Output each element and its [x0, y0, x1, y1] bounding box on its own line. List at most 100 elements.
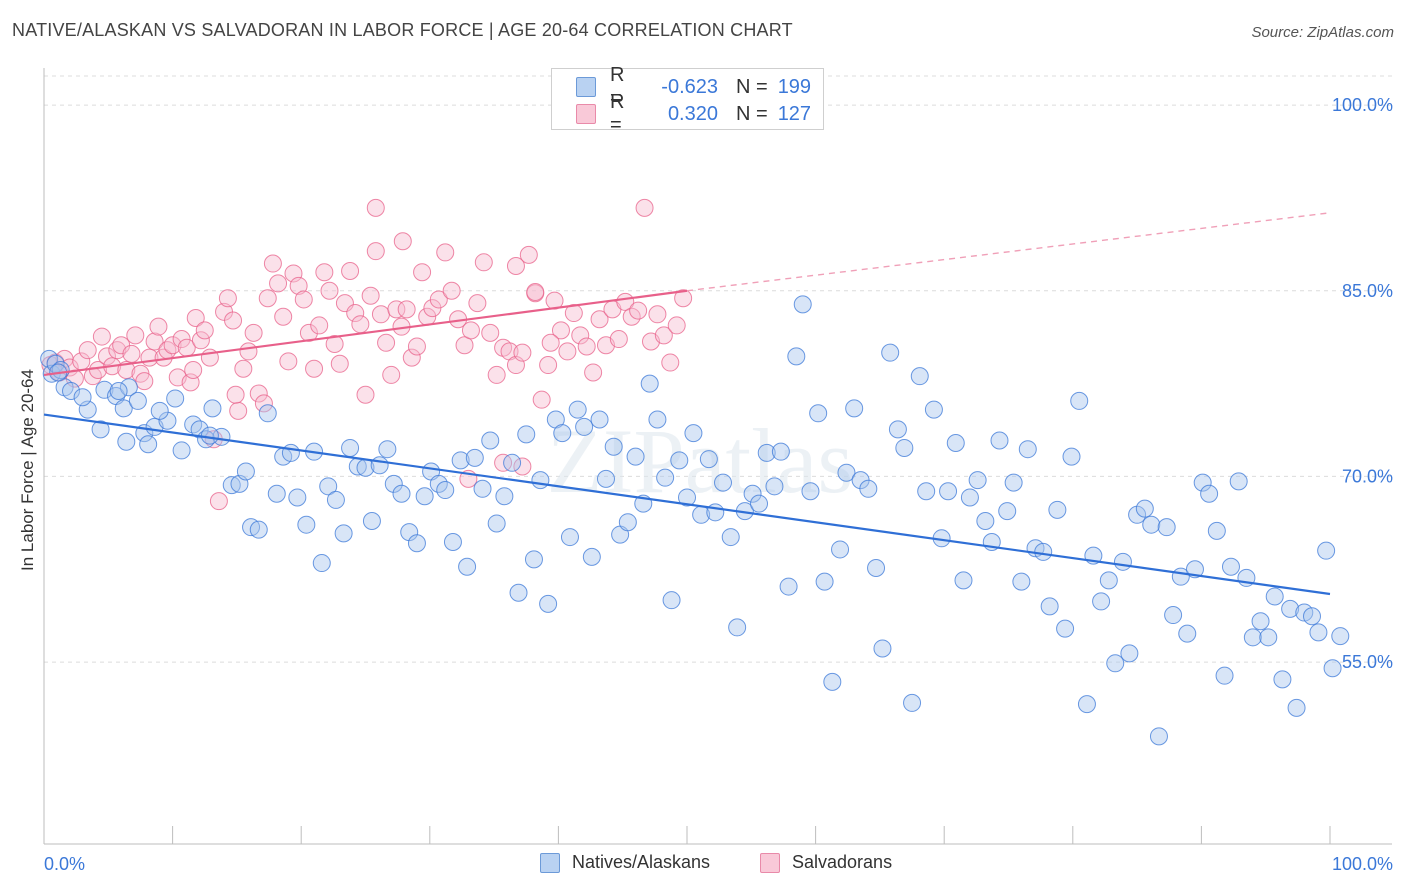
- natives-point: [1070, 391, 1089, 410]
- salvadorans-point: [455, 336, 474, 355]
- natives-point: [465, 448, 484, 467]
- salvadorans-point: [126, 326, 145, 345]
- salvadorans-point: [289, 276, 308, 295]
- natives-point: [582, 547, 601, 566]
- legend-label: Natives/Alaskans: [572, 852, 711, 872]
- natives-point: [203, 399, 222, 418]
- r-label: R =: [610, 91, 625, 136]
- natives-point: [1317, 541, 1336, 560]
- salvadorans-point: [341, 261, 360, 280]
- natives-point: [946, 434, 965, 453]
- stats-row-natives: R = -0.623 N = 199: [576, 64, 811, 109]
- natives-point: [370, 456, 389, 475]
- axes: [43, 68, 1392, 845]
- natives-point: [939, 482, 958, 501]
- natives-point: [258, 404, 277, 423]
- natives-point: [407, 534, 426, 553]
- natives-point: [1200, 484, 1219, 503]
- salvadorans-point: [249, 384, 268, 403]
- natives-point: [62, 382, 81, 401]
- salvadorans-point: [539, 356, 558, 375]
- natives-point: [1215, 666, 1234, 685]
- salvadorans-point: [635, 198, 654, 217]
- salvadorans-point: [294, 290, 313, 309]
- natives-point: [473, 479, 492, 498]
- series-legend: Natives/Alaskans Salvadorans: [0, 852, 1406, 876]
- salvadorans-point: [234, 359, 253, 378]
- natives-point: [859, 479, 878, 498]
- natives-point: [392, 484, 411, 503]
- natives-point: [670, 451, 689, 470]
- r-value: 0.320: [667, 102, 718, 125]
- natives-point: [236, 462, 255, 481]
- y-tick-label: 70.0%: [1342, 466, 1393, 486]
- salvadorans-point: [305, 359, 324, 378]
- natives-point: [831, 540, 850, 559]
- natives-point: [1331, 627, 1350, 646]
- n-label: N =: [736, 102, 768, 125]
- tick-labels: 55.0% 70.0% 85.0% 100.0% 0.0% 100.0%: [44, 95, 1393, 874]
- natives-point: [200, 426, 219, 445]
- salvadorans-point: [442, 281, 461, 300]
- natives-point: [590, 410, 609, 429]
- natives-point: [150, 401, 169, 420]
- natives-point: [517, 425, 536, 444]
- natives-point: [771, 442, 790, 461]
- salvadorans-point: [172, 330, 191, 349]
- n-label: N =: [736, 75, 768, 98]
- salvadorans-point: [590, 310, 609, 329]
- salvadorans-trend-extension: [686, 212, 1331, 292]
- natives-point: [684, 424, 703, 443]
- natives-point: [509, 583, 528, 602]
- natives-point: [1193, 473, 1212, 492]
- salvadorans-point: [145, 332, 164, 351]
- salvadorans-point: [315, 263, 334, 282]
- natives-point: [109, 382, 128, 401]
- salvadorans-point: [468, 294, 487, 313]
- salvadorans-point: [320, 281, 339, 300]
- natives-point: [458, 557, 477, 576]
- salvadorans-point: [551, 321, 570, 340]
- natives-point: [415, 487, 434, 506]
- y-axis-label: In Labor Force | Age 20-64: [18, 369, 37, 571]
- salvadorans-point: [325, 334, 344, 353]
- salvadorans-point: [274, 307, 293, 326]
- natives-point: [249, 520, 268, 539]
- natives-point: [976, 511, 995, 530]
- salvadorans-point: [541, 333, 560, 352]
- natives-point: [809, 404, 828, 423]
- natives-point: [1099, 571, 1118, 590]
- natives-point: [968, 471, 987, 490]
- natives-point: [815, 572, 834, 591]
- salvadorans-point: [351, 315, 370, 334]
- salvadorans-point: [377, 333, 396, 352]
- salvadorans-point: [661, 353, 680, 372]
- salvadorans-point: [258, 289, 277, 308]
- salvadorans-point: [487, 365, 506, 384]
- natives-point: [998, 502, 1017, 521]
- natives-point: [531, 471, 550, 490]
- natives-point: [158, 411, 177, 430]
- natives-point: [560, 528, 579, 547]
- salvadorans-point: [310, 316, 329, 335]
- salvadorans-point: [654, 326, 673, 345]
- legend-item-salvadorans[interactable]: Salvadorans: [760, 852, 892, 873]
- natives-point: [837, 463, 856, 482]
- natives-point: [1135, 499, 1154, 518]
- salvadorans-point: [407, 337, 426, 356]
- natives-point: [91, 420, 110, 439]
- trend-lines: [43, 212, 1331, 596]
- natives-point: [190, 420, 209, 439]
- natives-point: [481, 431, 500, 450]
- natives-point: [596, 469, 615, 488]
- legend-item-natives[interactable]: Natives/Alaskans: [540, 852, 710, 873]
- natives-point: [1018, 440, 1037, 459]
- natives-point: [765, 477, 784, 496]
- salvadorans-point: [92, 327, 111, 346]
- natives-point: [714, 473, 733, 492]
- salvadorans-point: [226, 385, 245, 404]
- salvadorans-point: [506, 257, 525, 276]
- natives-point: [924, 400, 943, 419]
- y-tick-label: 100.0%: [1332, 95, 1393, 115]
- salvadorans-point: [135, 372, 154, 391]
